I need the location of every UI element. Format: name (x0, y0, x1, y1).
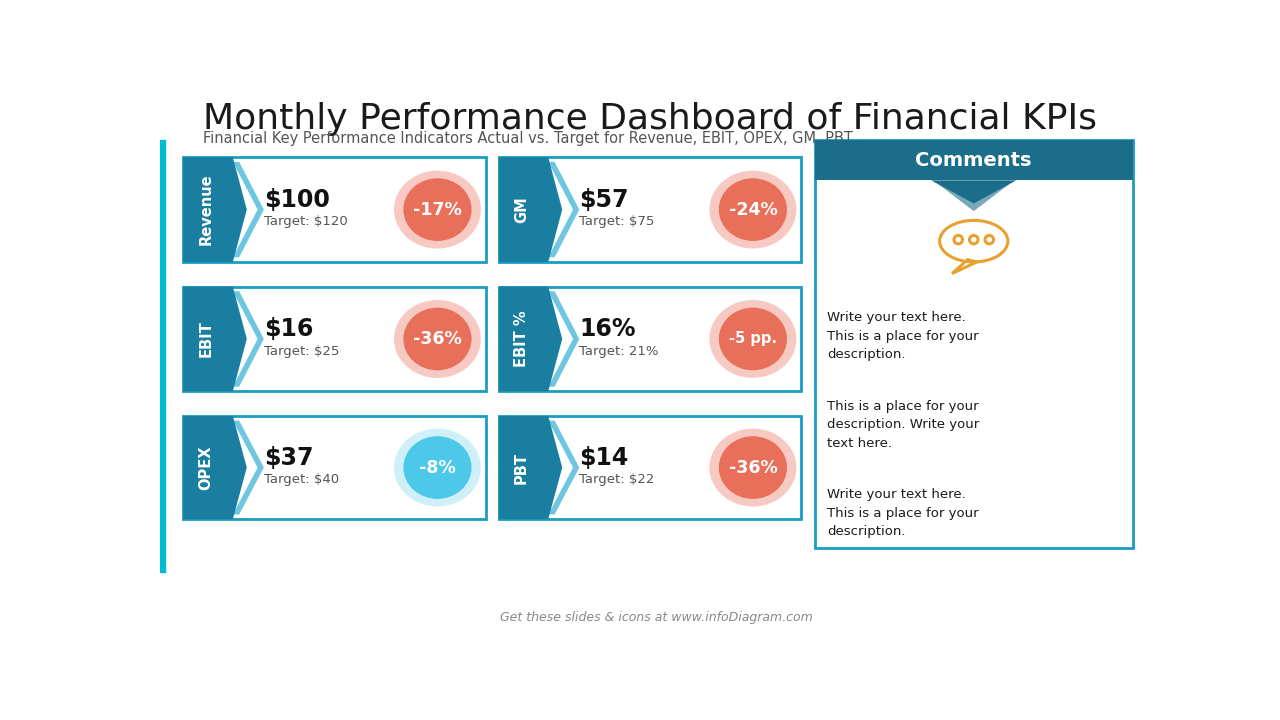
Text: $16: $16 (264, 317, 314, 341)
Ellipse shape (394, 171, 481, 248)
Text: -24%: -24% (728, 201, 777, 219)
Text: Revenue: Revenue (198, 174, 214, 246)
Polygon shape (183, 157, 247, 262)
FancyBboxPatch shape (815, 140, 1133, 549)
Text: Comments: Comments (915, 150, 1032, 170)
Text: $37: $37 (264, 446, 314, 469)
Ellipse shape (709, 171, 796, 248)
Text: -5 pp.: -5 pp. (728, 331, 777, 346)
Text: Write your text here.
This is a place for your
description.: Write your text here. This is a place fo… (827, 488, 979, 539)
Text: Target: $40: Target: $40 (264, 473, 339, 487)
Ellipse shape (719, 307, 787, 370)
Text: EBIT %: EBIT % (515, 310, 529, 367)
FancyBboxPatch shape (499, 157, 801, 262)
Polygon shape (548, 162, 580, 257)
Polygon shape (233, 291, 264, 387)
Ellipse shape (403, 179, 471, 241)
FancyBboxPatch shape (183, 416, 485, 519)
Polygon shape (548, 291, 580, 387)
Polygon shape (931, 180, 1016, 204)
Text: $57: $57 (580, 188, 628, 212)
Polygon shape (233, 420, 264, 515)
Ellipse shape (403, 436, 471, 499)
Text: Write your text here.
This is a place for your
description.: Write your text here. This is a place fo… (827, 311, 979, 361)
Polygon shape (499, 287, 562, 391)
Text: PBT: PBT (515, 451, 529, 484)
FancyBboxPatch shape (183, 287, 485, 391)
Text: -8%: -8% (419, 459, 456, 477)
Polygon shape (183, 416, 247, 519)
Text: EBIT: EBIT (198, 320, 214, 357)
Ellipse shape (719, 179, 787, 241)
Text: Get these slides & icons at www.infoDiagram.com: Get these slides & icons at www.infoDiag… (499, 611, 813, 624)
Text: Target: $22: Target: $22 (580, 473, 654, 487)
Polygon shape (499, 157, 562, 262)
Text: Target: $25: Target: $25 (264, 345, 339, 358)
Polygon shape (233, 162, 264, 257)
Text: Financial Key Performance Indicators Actual vs. Target for Revenue, EBIT, OPEX, : Financial Key Performance Indicators Act… (202, 131, 852, 146)
Ellipse shape (709, 428, 796, 506)
Polygon shape (937, 184, 1010, 211)
FancyBboxPatch shape (499, 416, 801, 519)
Ellipse shape (709, 300, 796, 378)
Text: GM: GM (515, 197, 529, 223)
Text: -36%: -36% (728, 459, 777, 477)
Text: OPEX: OPEX (198, 445, 214, 490)
Text: Target: $120: Target: $120 (264, 215, 348, 228)
Text: -36%: -36% (413, 330, 462, 348)
Text: 16%: 16% (580, 317, 636, 341)
Text: Monthly Performance Dashboard of Financial KPIs: Monthly Performance Dashboard of Financi… (202, 102, 1097, 136)
FancyBboxPatch shape (815, 140, 1133, 180)
FancyBboxPatch shape (499, 287, 801, 391)
Text: $100: $100 (264, 188, 330, 212)
Ellipse shape (394, 428, 481, 506)
Bar (160, 140, 165, 572)
Ellipse shape (394, 300, 481, 378)
Ellipse shape (403, 307, 471, 370)
Polygon shape (183, 287, 247, 391)
Polygon shape (548, 420, 580, 515)
Text: Target: $75: Target: $75 (580, 215, 654, 228)
Polygon shape (499, 416, 562, 519)
FancyBboxPatch shape (183, 157, 485, 262)
Text: Target: 21%: Target: 21% (580, 345, 659, 358)
Text: -17%: -17% (413, 201, 462, 219)
Text: This is a place for your
description. Write your
text here.: This is a place for your description. Wr… (827, 400, 979, 450)
Text: $14: $14 (580, 446, 628, 469)
Ellipse shape (719, 436, 787, 499)
